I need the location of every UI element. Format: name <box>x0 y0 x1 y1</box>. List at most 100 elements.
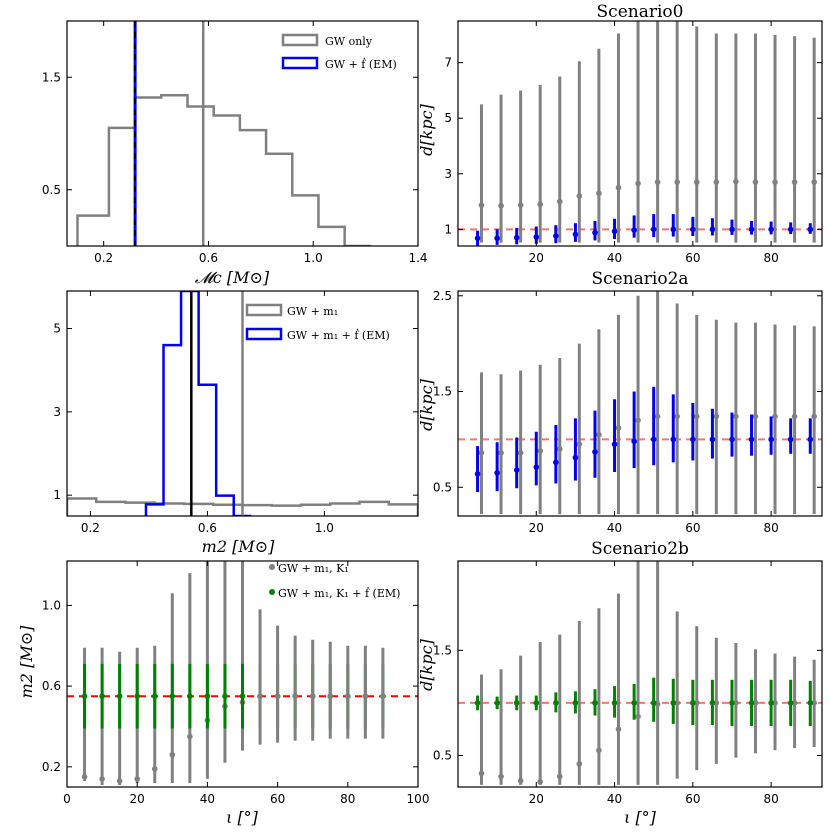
y-tick-label: 1.5 <box>42 70 61 84</box>
data-point-blue <box>807 436 814 443</box>
data-point-green <box>169 693 176 699</box>
data-point-green <box>474 700 481 706</box>
data-point-blue <box>690 436 696 443</box>
data-point-blue <box>553 459 559 466</box>
data-point-gray <box>151 766 158 772</box>
legend-label-gw-only: GW only <box>325 35 373 48</box>
data-point-blue <box>768 226 774 233</box>
data-point-gray <box>693 413 700 420</box>
data-point-gray <box>498 202 504 209</box>
plot-area-p3 <box>67 561 418 785</box>
data-point-blue <box>768 436 774 443</box>
data-point-gray <box>596 431 602 438</box>
x-tick-label: 40 <box>200 792 215 806</box>
data-point-blue <box>474 471 481 477</box>
data-point-gray <box>811 413 817 420</box>
plot-area-p5 <box>458 291 822 515</box>
data-point-green <box>748 700 755 706</box>
x-tick-label: 60 <box>685 521 700 535</box>
data-point-gray <box>187 733 193 740</box>
data-point-green <box>611 700 618 706</box>
data-point-green <box>650 700 657 706</box>
y-tick-label: 0.5 <box>433 748 452 762</box>
plot-area-p4 <box>458 21 822 246</box>
data-point-blue <box>631 227 637 233</box>
data-point-gray <box>713 413 720 420</box>
data-point-gray <box>517 777 524 784</box>
data-point-blue <box>592 229 598 236</box>
panel-m2-histogram: GW + m₁ GW + m₁ + ḟ (EM) m2 [M⊙] 0.2 0.6 1… <box>53 290 419 556</box>
data-point-gray <box>81 774 88 780</box>
data-point-gray <box>791 413 798 420</box>
x-tick-label: 20 <box>130 792 145 806</box>
data-point-green <box>116 693 123 699</box>
axes-frame <box>457 290 823 517</box>
data-point-blue <box>729 226 735 233</box>
y-tick-label: 1.5 <box>433 385 452 399</box>
data-point-gray <box>576 441 583 447</box>
data-point-gray <box>576 761 583 767</box>
panel-scenario0: Scenario0 d[kpc] 20 40 60 80 1 3 5 7 <box>417 2 823 265</box>
plot-area-p2 <box>67 291 418 516</box>
data-point-gray <box>380 693 386 699</box>
title-scenario2a: Scenario2a <box>591 269 688 289</box>
data-point-blue <box>474 235 481 242</box>
plot-area-p6 <box>458 561 822 785</box>
data-point-blue <box>513 234 520 241</box>
axes-frame <box>457 560 823 788</box>
data-point-green <box>134 693 140 699</box>
data-point-green <box>690 700 696 706</box>
xlabel-mc: 𝓜c [M⊙] <box>195 268 270 287</box>
data-point-gray <box>99 776 105 782</box>
data-point-gray <box>615 425 622 431</box>
x-tick-label: 80 <box>340 792 355 806</box>
y-tick-label: 1 <box>444 222 452 236</box>
data-point-gray <box>635 713 641 720</box>
x-tick-label: 1.4 <box>408 251 427 265</box>
data-point-blue <box>572 231 579 238</box>
data-point-gray <box>309 693 316 699</box>
x-tick-label: 0.2 <box>81 521 100 535</box>
data-point-green <box>631 700 637 706</box>
data-point-gray <box>596 747 602 754</box>
x-tick-label: 40 <box>607 521 622 535</box>
data-point-green <box>533 700 540 706</box>
data-point-gray <box>654 413 661 420</box>
y-tick-label: 0.5 <box>433 480 452 494</box>
data-point-gray <box>772 700 778 706</box>
data-point-gray <box>537 778 543 785</box>
x-tick-label: 1.0 <box>304 251 323 265</box>
data-point-blue <box>709 436 716 443</box>
axes-frame <box>66 560 419 788</box>
data-point-blue <box>513 467 520 473</box>
x-tick-label: 40 <box>607 251 622 265</box>
data-point-gray <box>537 201 543 208</box>
data-point-green <box>787 700 794 706</box>
data-point-gray <box>693 700 700 706</box>
hist-step-blue <box>144 291 252 516</box>
x-tick-label: 1.0 <box>315 521 334 535</box>
title-scenario2b: Scenario2b <box>591 539 689 559</box>
data-point-green <box>768 700 774 706</box>
y-tick-label: 1.5 <box>433 643 452 657</box>
panel-scenario2b: Scenario2b d[kpc] ι [°] 20 40 60 80 0.5 1.5 <box>417 539 823 827</box>
data-point-green <box>553 700 559 706</box>
data-point-gray <box>116 778 123 784</box>
data-point-gray <box>478 770 485 777</box>
data-point-gray <box>733 413 739 420</box>
x-tick-label: 20 <box>529 251 544 265</box>
x-tick-label: 0 <box>63 792 71 806</box>
data-point-gray <box>556 446 563 452</box>
data-point-blue <box>553 233 559 239</box>
data-point-gray <box>537 448 543 454</box>
data-point-blue <box>670 226 677 233</box>
data-point-blue <box>748 436 755 443</box>
data-point-gray <box>576 193 583 199</box>
title-scenario0: Scenario0 <box>597 2 684 22</box>
legend-swatch-gray <box>245 303 283 317</box>
data-point-gray <box>134 776 140 782</box>
data-point-blue <box>807 226 814 233</box>
data-point-blue <box>631 438 637 445</box>
data-point-blue <box>709 226 716 233</box>
data-point-blue <box>572 454 579 461</box>
